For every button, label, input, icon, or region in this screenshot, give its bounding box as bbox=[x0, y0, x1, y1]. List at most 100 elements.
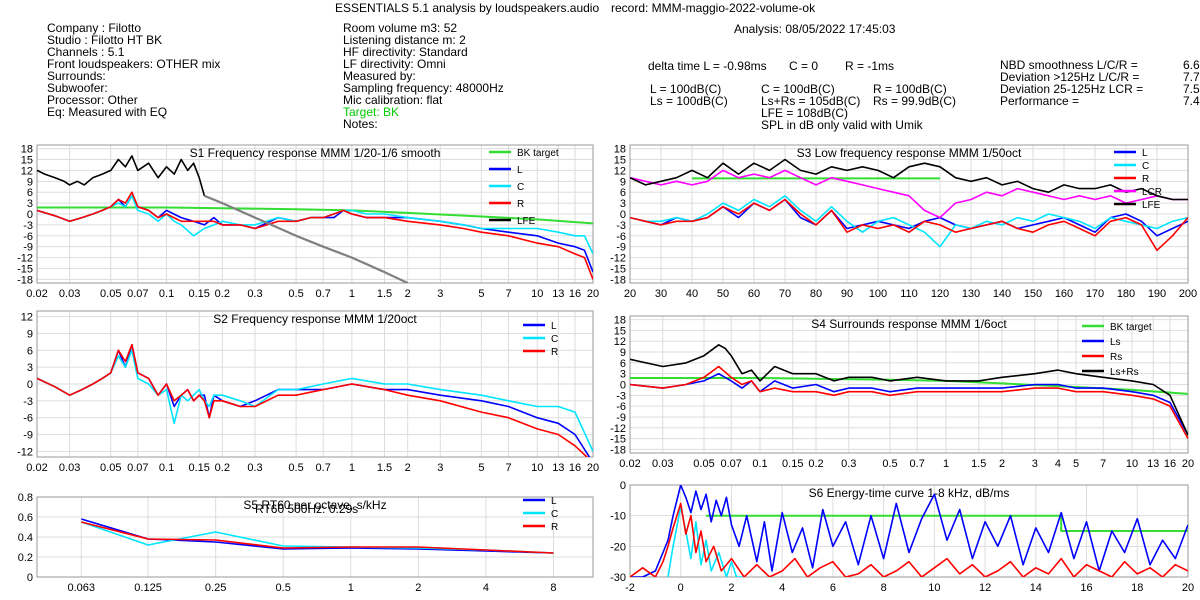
y-tick-label: -9 bbox=[23, 242, 33, 254]
grid bbox=[36, 145, 594, 283]
grid bbox=[629, 316, 1189, 453]
y-tick-label: -12 bbox=[610, 423, 626, 435]
legend-label: R bbox=[517, 199, 524, 210]
target-line: Target: BK bbox=[343, 105, 400, 119]
x-tick-label: 0.7 bbox=[316, 462, 331, 474]
chart-title: S1 Frequency response MMM 1/20-1/6 smoot… bbox=[190, 146, 441, 160]
x-tick-label: 3 bbox=[1032, 458, 1038, 470]
x-tick-label: 1 bbox=[349, 462, 355, 474]
x-tick-label: 16 bbox=[569, 462, 581, 474]
legend-label: R bbox=[1142, 174, 1149, 185]
hf-directivity-line: HF directivity: Standard bbox=[343, 45, 468, 59]
metric-dev-low: Deviation 25-125Hz LCR = 7.5 bbox=[1000, 82, 1200, 96]
legend: BK target Ls Rs Ls+Rs bbox=[1082, 322, 1152, 378]
legend-label: R bbox=[551, 347, 558, 358]
notes-line: Notes: bbox=[343, 117, 378, 131]
x-tick-label: 3 bbox=[437, 288, 443, 300]
x-tick-label: 0.07 bbox=[720, 458, 741, 470]
record-name: record: MMM-maggio-2022-volume-ok bbox=[611, 1, 816, 15]
legend: LCR LCR LFE bbox=[1114, 148, 1162, 211]
metric-performance: Performance = 7.4 bbox=[1000, 94, 1200, 108]
x-tick-label: 0.5 bbox=[288, 462, 303, 474]
legend-label: L bbox=[1142, 148, 1148, 159]
legend-label: C bbox=[551, 334, 558, 345]
x-tick-label: 4 bbox=[779, 582, 785, 594]
y-tick-label: -12 bbox=[17, 446, 33, 458]
x-tick-label: 90 bbox=[841, 288, 853, 300]
x-tick-label: 0.3 bbox=[247, 288, 262, 300]
surrounds-line: Surrounds: bbox=[47, 69, 106, 83]
chart-title: S5 RT60 per octave, s/kHz bbox=[243, 498, 386, 512]
x-tick-label: 0.2 bbox=[215, 288, 230, 300]
legend: LCR bbox=[523, 321, 558, 358]
x-tick-label: 7 bbox=[1100, 458, 1106, 470]
y-tick-label: 6 bbox=[27, 187, 33, 199]
measured-by-line: Measured by: bbox=[343, 69, 416, 83]
x-tick-label: 50 bbox=[717, 288, 729, 300]
chart-s5: 0.063 0.125 0.25 0.5 1 2 4 8 0.8 0.6 0.4 0.2 0 S5 RT6… bbox=[18, 492, 594, 594]
y-tick-label: 12 bbox=[21, 165, 33, 177]
chart-title: S3 Low frequency response MMM 1/50oct bbox=[797, 146, 1022, 160]
x-tick-label: 0.07 bbox=[127, 462, 148, 474]
level-lfe: LFE = 108dB(C) bbox=[761, 106, 849, 120]
x-tick-label: 20 bbox=[624, 288, 636, 300]
level-ls: Ls = 100dB(C) bbox=[650, 94, 728, 108]
x-tick-label: 0.15 bbox=[782, 458, 803, 470]
level-c: C = 100dB(C) bbox=[761, 82, 835, 96]
x-tick-label: 0.25 bbox=[205, 582, 226, 594]
x-tick-label: 130 bbox=[962, 288, 980, 300]
legend-label: Ls+Rs bbox=[1110, 367, 1139, 378]
y-tick-label: 15 bbox=[614, 325, 626, 337]
x-tick-label: 10 bbox=[531, 288, 543, 300]
x-tick-label: 13 bbox=[1147, 458, 1159, 470]
x-tick-label: 16 bbox=[569, 288, 581, 300]
x-tick-label: 0.125 bbox=[134, 582, 162, 594]
series-line-r bbox=[630, 198, 1188, 252]
y-tick-label: -18 bbox=[610, 274, 626, 286]
series-line-r bbox=[37, 191, 593, 280]
eq-line: Eq: Measured with EQ bbox=[47, 105, 168, 119]
x-tick-label: 110 bbox=[900, 288, 918, 300]
x-tick-label: 13 bbox=[552, 462, 564, 474]
x-tick-label: 4 bbox=[1055, 458, 1061, 470]
y-tick-label: 6 bbox=[620, 358, 626, 370]
y-tick-label: -3 bbox=[23, 396, 33, 408]
y-tick-label: 18 bbox=[614, 144, 626, 156]
level-r: R = 100dB(C) bbox=[873, 82, 947, 96]
series-line-lfe bbox=[37, 155, 206, 197]
x-tick-label: 1 bbox=[349, 288, 355, 300]
x-tick-label: 0.5 bbox=[288, 288, 303, 300]
analysis-timestamp: Analysis: 08/05/2022 17:45:03 bbox=[734, 22, 896, 36]
plot-frame bbox=[36, 144, 594, 284]
x-tick-label: 14 bbox=[1030, 582, 1042, 594]
x-tick-label: 0.5 bbox=[276, 582, 291, 594]
chart-s4: 0.02 0.03 0.05 0.07 0.1 0.15 0.2 0.3 0.5 0.7 1 1.5 2… bbox=[610, 315, 1194, 470]
x-tick-label: 1 bbox=[943, 458, 949, 470]
y-tick-label: 18 bbox=[614, 315, 626, 327]
x-tick-label: 0.02 bbox=[619, 458, 640, 470]
y-tick-label: -12 bbox=[17, 253, 33, 265]
legend-label: C bbox=[517, 182, 524, 193]
y-tick-label: 0 bbox=[620, 209, 626, 221]
y-tick-label: 3 bbox=[27, 362, 33, 374]
y-tick-label: 0 bbox=[27, 379, 33, 391]
legend-label: L bbox=[551, 321, 557, 332]
studio-line: Studio : Filotto HT BK bbox=[47, 33, 163, 47]
y-tick-label: -15 bbox=[610, 263, 626, 275]
x-tick-label: 80 bbox=[810, 288, 822, 300]
x-tick-label: 0.3 bbox=[841, 458, 856, 470]
y-tick-label: -3 bbox=[23, 220, 33, 232]
x-tick-label: 10 bbox=[1126, 458, 1138, 470]
level-l: L = 100dB(C) bbox=[650, 82, 722, 96]
x-tick-label: 1 bbox=[348, 582, 354, 594]
series-line-r bbox=[81, 521, 554, 554]
legend-label: BK target bbox=[1110, 322, 1152, 333]
x-tick-label: 200 bbox=[1179, 288, 1197, 300]
x-tick-label: 40 bbox=[686, 288, 698, 300]
level-lsrs: Ls+Rs = 105dB(C) bbox=[761, 94, 861, 108]
grid bbox=[36, 311, 594, 457]
x-tick-label: 120 bbox=[931, 288, 949, 300]
x-tick-label: 0.7 bbox=[316, 288, 331, 300]
x-tick-label: 2 bbox=[405, 462, 411, 474]
